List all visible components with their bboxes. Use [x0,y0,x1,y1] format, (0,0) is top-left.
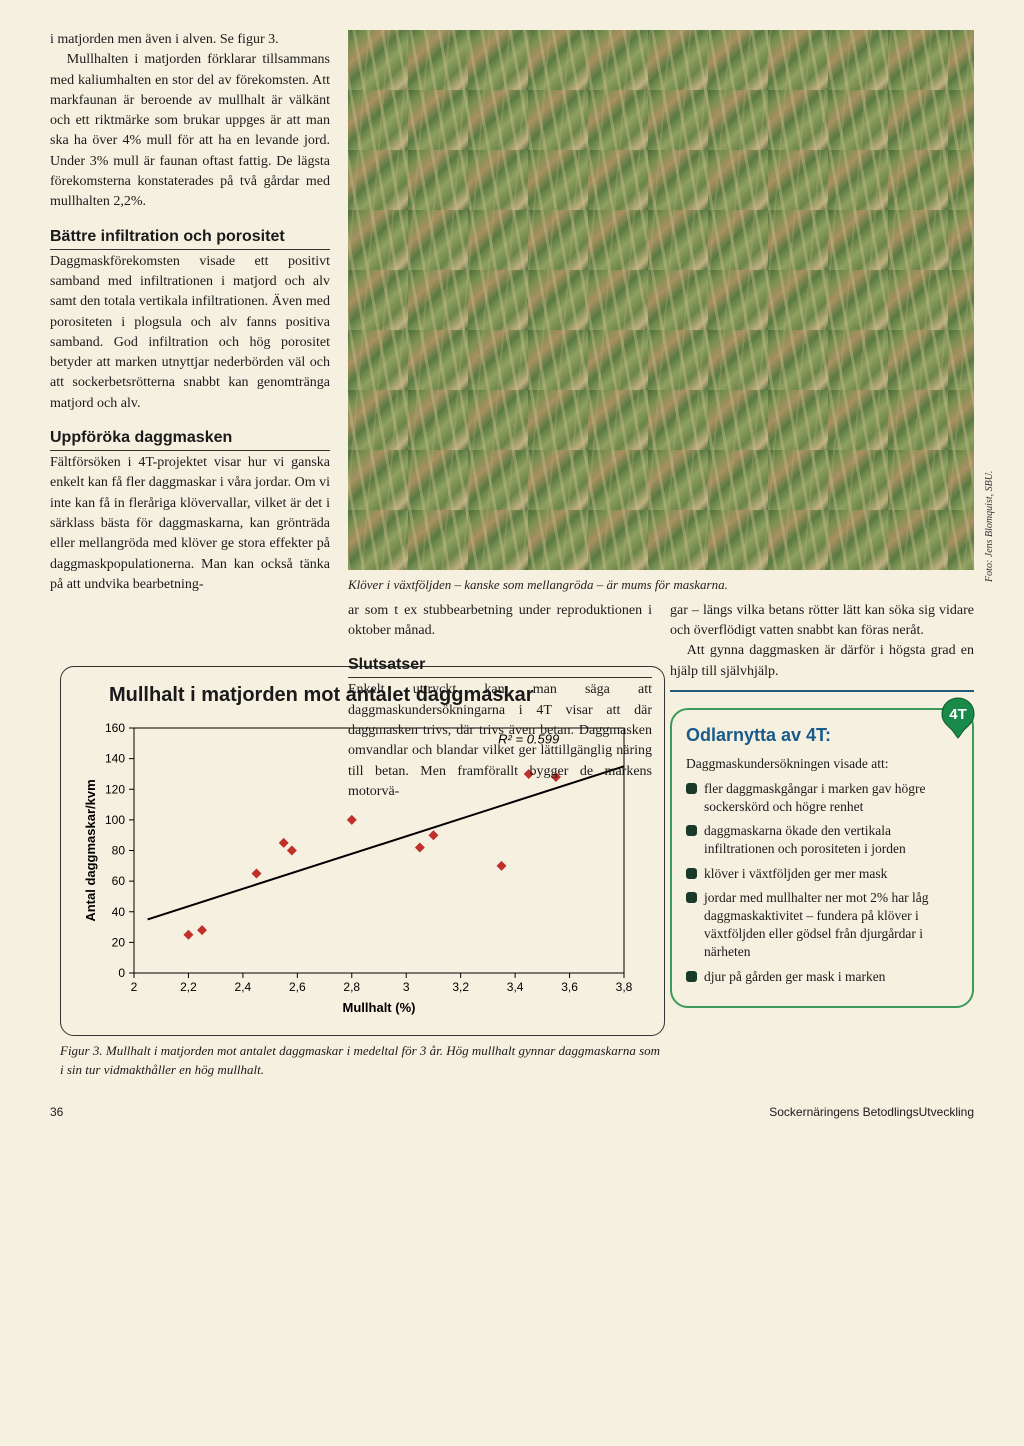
callout-item: daggmaskarna ökade den vertikala infiltr… [686,822,958,858]
body-text: Att gynna daggmasken är därför i högsta … [670,641,974,682]
lower-columns: ar som t ex stubbearbetning under reprod… [348,601,974,1008]
svg-text:4T: 4T [949,706,967,723]
callout-title: Odlarnytta av 4T: [686,722,958,748]
svg-text:2: 2 [131,980,138,994]
subheading-uppforoka: Uppföröka daggmasken [50,428,330,451]
body-text: Daggmaskförekomsten visade ett positivt … [50,252,330,414]
callout-item: djur på gården ger mask i marken [686,968,958,986]
photo-credit: Foto: Jens Blomquist, SBU. [983,471,998,582]
svg-text:120: 120 [105,782,125,796]
subheading-slutsatser: Slutsatser [348,655,652,678]
subheading-infiltration: Bättre infiltration och porositet [50,227,330,250]
right-column: gar – längs vilka betans rötter lätt kan… [670,601,974,1008]
body-text: gar – längs vilka betans rötter lätt kan… [670,601,974,642]
callout-item: klöver i växtföljden ger mer mask [686,865,958,883]
svg-text:60: 60 [112,874,126,888]
photo-caption: Klöver i växtföljden – kanske som mellan… [348,576,974,595]
svg-text:2,2: 2,2 [180,980,197,994]
svg-text:100: 100 [105,813,125,827]
publication-name: Sockernäringens BetodlingsUtveckling [769,1104,974,1121]
svg-text:2,4: 2,4 [235,980,252,994]
four-t-badge-icon: 4T [936,696,980,740]
svg-text:40: 40 [112,905,126,919]
body-text: Enkelt uttryckt kan man säga att daggmas… [348,680,652,802]
callout-box: 4T Odlarnytta av 4T: Daggmaskundersöknin… [670,708,974,1008]
body-text: ar som t ex stubbearbetning under reprod… [348,601,652,642]
svg-text:160: 160 [105,721,125,735]
callout-list: fler daggmaskgångar i marken gav högre s… [686,780,958,986]
footer: 36 Sockernäringens BetodlingsUtveckling [50,1104,974,1121]
divider [670,690,974,692]
svg-text:20: 20 [112,935,126,949]
figure-caption: Figur 3. Mullhalt i matjorden mot antale… [60,1042,665,1080]
middle-column: ar som t ex stubbearbetning under reprod… [348,601,652,1008]
svg-text:80: 80 [112,843,126,857]
body-text: Mullhalten i matjorden förklarar tillsam… [50,50,330,212]
svg-text:Antal daggmaskar/kvm: Antal daggmaskar/kvm [83,779,98,921]
callout-item: fler daggmaskgångar i marken gav högre s… [686,780,958,816]
svg-text:2,6: 2,6 [289,980,306,994]
body-text: i matjorden men även i alven. Se figur 3… [50,30,330,50]
photo-area: Foto: Jens Blomquist, SBU. Klöver i växt… [348,30,974,1008]
callout-intro: Daggmaskundersökningen visade att: [686,754,958,774]
callout-item: jordar med mullhalter ner mot 2% har låg… [686,889,958,962]
svg-text:0: 0 [118,966,125,980]
body-text: Fältförsöken i 4T-projektet visar hur vi… [50,453,330,595]
clover-photo [348,30,974,570]
page-number: 36 [50,1104,63,1121]
page: i matjorden men även i alven. Se figur 3… [50,30,974,1121]
svg-text:140: 140 [105,752,125,766]
